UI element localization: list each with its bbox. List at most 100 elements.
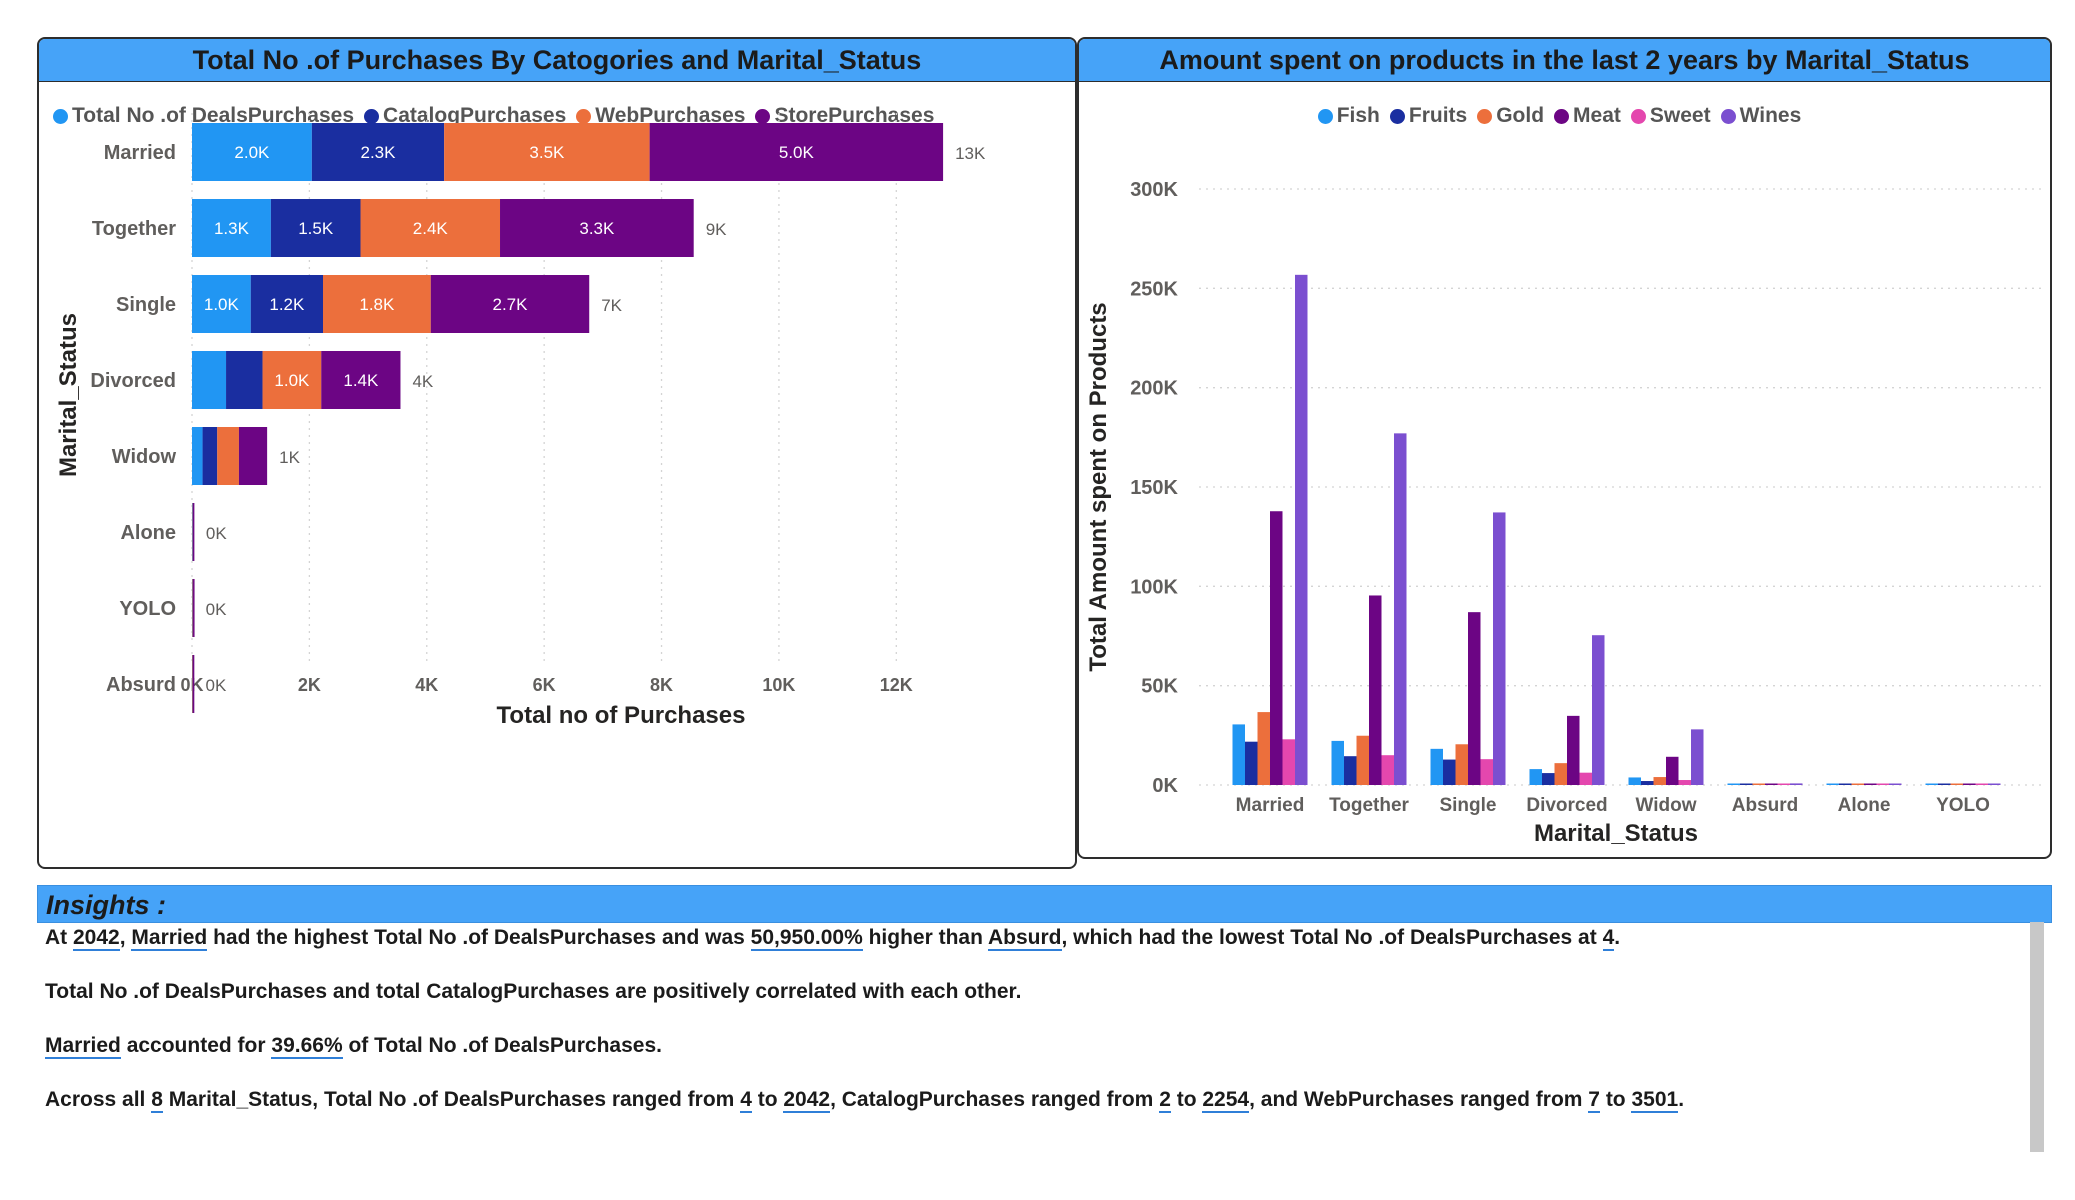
bar-segment-catalogpurchases xyxy=(226,351,263,409)
insight-text: accounted for xyxy=(120,1034,272,1057)
total-label: 0K xyxy=(206,676,227,695)
insight-text: Across all xyxy=(45,1088,152,1111)
bar-segment-webpurchases xyxy=(262,351,322,409)
total-label: 0K xyxy=(206,600,227,619)
legend-dot-icon xyxy=(755,108,771,124)
insight-line: At 2042, Married had the highest Total N… xyxy=(45,925,2025,979)
legend-item-total-no-of-dealspurchases[interactable]: Total No .of DealsPurchases xyxy=(53,104,354,128)
bar-segment-webpurchases xyxy=(217,427,239,485)
insight-highlight[interactable]: 4 xyxy=(740,1088,752,1113)
data-label: 1.5K xyxy=(298,219,334,238)
legend-label: Meat xyxy=(1573,104,1621,127)
legend-item-fruits[interactable]: Fruits xyxy=(1389,104,1467,128)
category-label: Together xyxy=(92,218,176,240)
insight-highlight[interactable]: 8 xyxy=(151,1088,163,1113)
insight-highlight[interactable]: Married xyxy=(45,1034,121,1059)
insight-highlight[interactable]: 2042 xyxy=(73,926,120,951)
data-label: 3.3K xyxy=(579,219,615,238)
insight-text: to xyxy=(751,1088,784,1111)
bar-gold xyxy=(1356,735,1369,785)
legend-dot-icon xyxy=(1477,108,1493,124)
insight-highlight[interactable]: 50,950.00% xyxy=(750,926,863,951)
bar-segment-storepurchases xyxy=(649,123,944,181)
insight-highlight[interactable]: Married xyxy=(131,926,208,951)
legend-dot-icon xyxy=(1317,108,1333,124)
x-tick-label: 2K xyxy=(298,675,321,695)
bar-wines xyxy=(1988,783,2001,785)
legend-item-storepurchases[interactable]: StorePurchases xyxy=(755,104,934,128)
insight-highlight[interactable]: Absurd xyxy=(988,926,1062,951)
bar-segment-webpurchases xyxy=(323,275,431,333)
legend-dot-icon xyxy=(53,108,68,124)
bar-segment-catalogpurchases xyxy=(270,199,361,257)
x-tick-label: 12K xyxy=(880,675,913,695)
x-tick-label: 6K xyxy=(533,675,556,695)
bar-sweet xyxy=(1975,783,1988,785)
insight-highlight[interactable]: 2042 xyxy=(783,1088,831,1113)
category-label: Absurd xyxy=(106,674,176,696)
bar-segment-catalogpurchases xyxy=(202,427,218,485)
insight-text: to xyxy=(1170,1088,1203,1111)
total-label: 1K xyxy=(279,448,300,467)
data-label: 3.5K xyxy=(529,143,565,162)
insights-body: At 2042, Married had the highest Total N… xyxy=(45,925,2025,1165)
category-label: YOLO xyxy=(1936,795,1990,816)
bar-gold xyxy=(1752,783,1765,785)
legend-item-webpurchases[interactable]: WebPurchases xyxy=(576,104,745,128)
bar-segment-total-no-of-dealspurchases xyxy=(192,123,312,181)
y-tick-label: 300K xyxy=(1130,179,1178,201)
right-legend: Fish Fruits Gold Meat Sweet Wines xyxy=(1079,99,2050,133)
legend-item-gold[interactable]: Gold xyxy=(1477,104,1544,128)
bar-meat xyxy=(1963,783,1976,785)
category-label: Married xyxy=(104,142,176,164)
data-label: 2.0K xyxy=(234,143,270,162)
y-tick-label: 250K xyxy=(1130,278,1178,300)
bar-wines xyxy=(1592,635,1605,785)
bar-meat xyxy=(1567,715,1580,785)
bar-wines xyxy=(1394,433,1407,785)
bar-fish xyxy=(1826,783,1839,785)
data-label: 5.0K xyxy=(779,143,815,162)
legend-label: Sweet xyxy=(1649,104,1711,127)
bar-fish xyxy=(1727,783,1740,785)
legend-item-meat[interactable]: Meat xyxy=(1554,104,1621,128)
legend-item-fish[interactable]: Fish xyxy=(1317,104,1380,128)
category-label: Alone xyxy=(1838,795,1891,816)
data-label: 1.3K xyxy=(214,219,250,238)
grouped-bar-chart: 0K 50K 100K 150K 200K 250K 300K Total Amount sp… xyxy=(1085,179,2044,847)
bar-fruits xyxy=(1344,756,1357,785)
category-label: Married xyxy=(1236,795,1305,816)
bar-gold xyxy=(1851,783,1864,785)
insights-scrollbar[interactable] xyxy=(2030,922,2044,1152)
stacked-bar-chart: 0K 2K 4K 6K 8K 10K 12K Total no of Purchases Mar… xyxy=(55,113,986,729)
bar-meat xyxy=(1864,783,1877,785)
insight-text: to xyxy=(1599,1088,1632,1111)
insight-text: had the highest Total No .of DealsPurcha… xyxy=(207,926,751,949)
insight-highlight[interactable]: 4 xyxy=(1602,926,1615,951)
bar-segment-storepurchases xyxy=(193,579,195,637)
legend-item-sweet[interactable]: Sweet xyxy=(1630,104,1711,128)
bar-fruits xyxy=(1839,783,1852,785)
bar-wines xyxy=(1691,729,1704,785)
insight-text: of Total No .of DealsPurchases. xyxy=(342,1034,662,1057)
bar-segment-storepurchases xyxy=(321,351,401,409)
category-label: Divorced xyxy=(1526,795,1607,816)
insight-line: Married accounted for 39.66% of Total No… xyxy=(45,1033,2025,1087)
total-label: 4K xyxy=(412,372,433,391)
category-label: Single xyxy=(116,294,176,316)
bar-meat xyxy=(1765,783,1778,785)
data-label: 2.7K xyxy=(493,295,529,314)
legend-item-wines[interactable]: Wines xyxy=(1720,104,1801,128)
bar-sweet xyxy=(1579,772,1592,785)
insight-highlight[interactable]: 39.66% xyxy=(271,1034,343,1059)
legend-item-catalogpurchases[interactable]: CatalogPurchases xyxy=(364,104,566,128)
bar-segment-storepurchases xyxy=(500,199,694,257)
x-tick-label: 8K xyxy=(650,675,673,695)
insight-highlight[interactable]: 3501 xyxy=(1631,1088,1679,1113)
insight-highlight[interactable]: 2 xyxy=(1159,1088,1171,1113)
legend-label: WebPurchases xyxy=(595,104,746,127)
legend-label: Fish xyxy=(1336,104,1380,127)
insight-highlight[interactable]: 7 xyxy=(1588,1088,1600,1113)
legend-dot-icon xyxy=(1389,108,1405,124)
insight-highlight[interactable]: 2254 xyxy=(1202,1088,1250,1113)
